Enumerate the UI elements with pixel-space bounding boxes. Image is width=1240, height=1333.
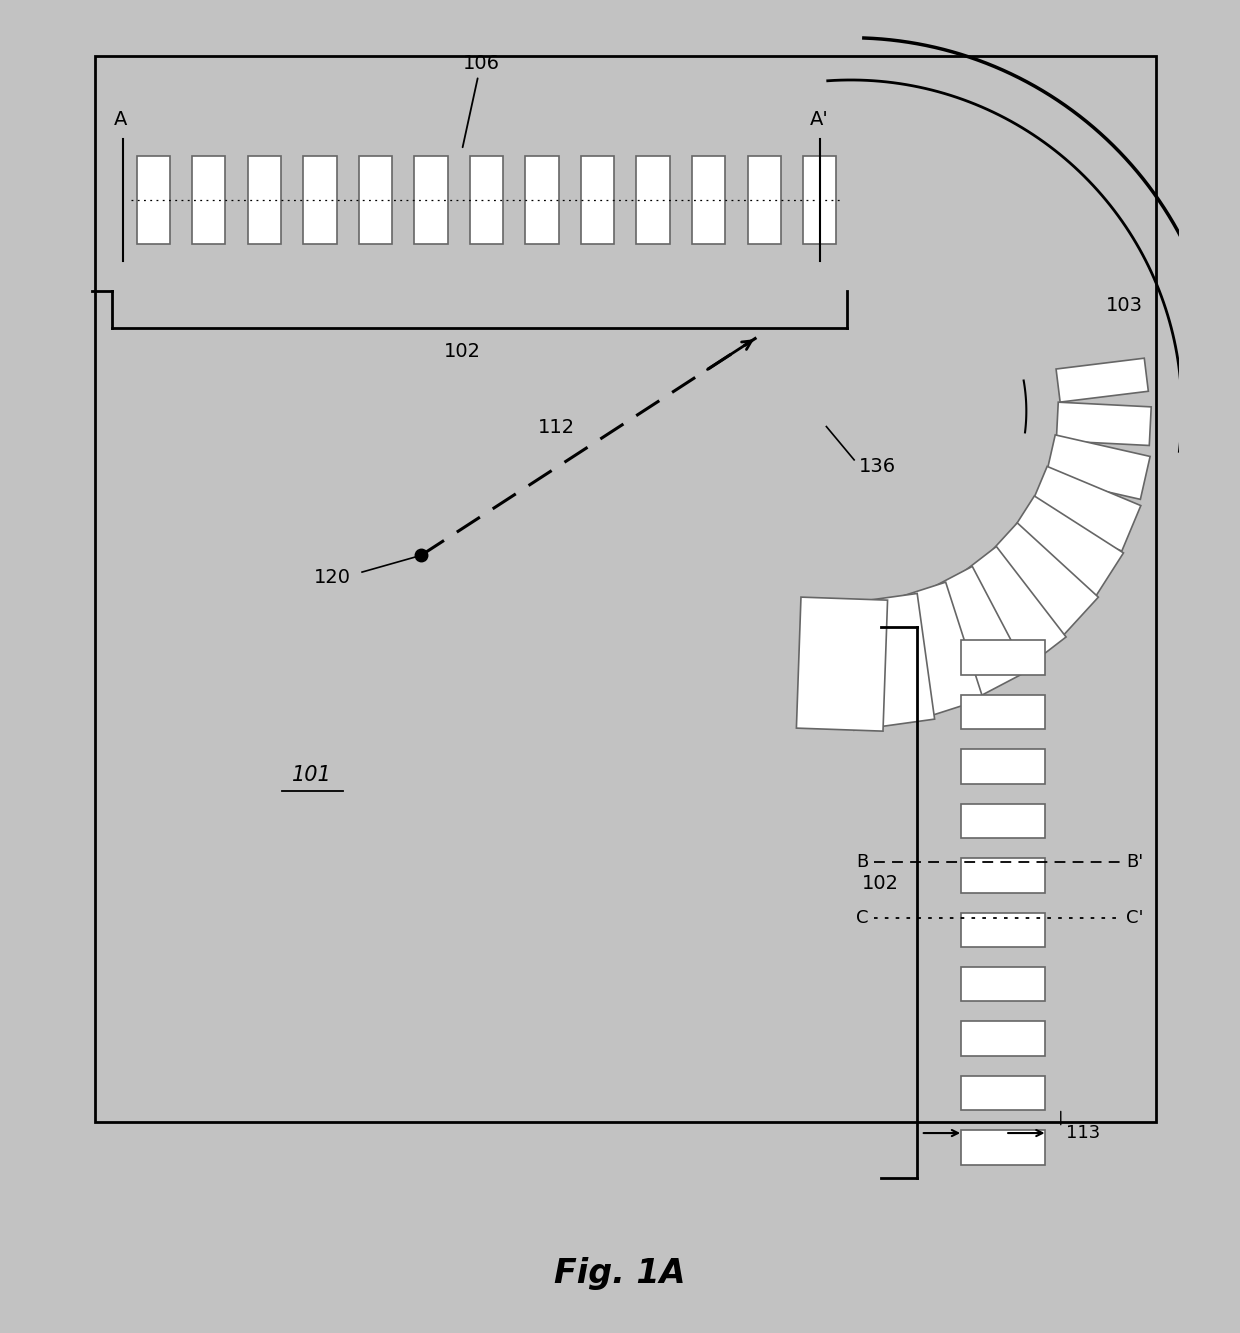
- Text: 113: 113: [1066, 1124, 1101, 1142]
- Polygon shape: [910, 567, 1028, 704]
- Polygon shape: [961, 858, 1045, 893]
- Polygon shape: [692, 156, 725, 244]
- Polygon shape: [1028, 467, 1141, 551]
- Polygon shape: [961, 640, 1045, 674]
- Polygon shape: [1004, 496, 1123, 599]
- Text: 120: 120: [314, 568, 351, 587]
- Polygon shape: [470, 156, 503, 244]
- Text: B: B: [857, 853, 868, 870]
- Polygon shape: [358, 156, 392, 244]
- Text: B': B': [1126, 853, 1143, 870]
- Polygon shape: [1056, 403, 1151, 445]
- Text: C': C': [1126, 909, 1143, 926]
- Polygon shape: [192, 156, 226, 244]
- Polygon shape: [796, 597, 888, 730]
- Polygon shape: [961, 1076, 1045, 1110]
- Polygon shape: [804, 156, 837, 244]
- Polygon shape: [748, 156, 781, 244]
- Polygon shape: [977, 523, 1099, 641]
- Text: 101: 101: [293, 765, 332, 785]
- Polygon shape: [248, 156, 281, 244]
- Polygon shape: [580, 156, 614, 244]
- Polygon shape: [961, 966, 1045, 1001]
- Text: 112: 112: [538, 419, 575, 437]
- Polygon shape: [945, 547, 1066, 677]
- Text: A: A: [114, 111, 128, 129]
- Polygon shape: [961, 804, 1045, 838]
- Polygon shape: [961, 694, 1045, 729]
- Polygon shape: [526, 156, 559, 244]
- Polygon shape: [961, 1021, 1045, 1056]
- Polygon shape: [961, 749, 1045, 784]
- Text: 102: 102: [444, 341, 481, 360]
- Text: 136: 136: [858, 457, 895, 476]
- Polygon shape: [303, 156, 336, 244]
- Text: 102: 102: [862, 873, 899, 893]
- Text: C: C: [856, 909, 868, 926]
- Polygon shape: [414, 156, 448, 244]
- Polygon shape: [136, 156, 170, 244]
- Polygon shape: [873, 583, 983, 722]
- Text: 106: 106: [463, 53, 500, 147]
- Text: A': A': [811, 111, 830, 129]
- Polygon shape: [837, 593, 935, 730]
- Text: 103: 103: [1106, 296, 1143, 315]
- Text: Fig. 1A: Fig. 1A: [554, 1257, 686, 1289]
- Polygon shape: [961, 1130, 1045, 1165]
- Polygon shape: [636, 156, 670, 244]
- Polygon shape: [1045, 435, 1151, 500]
- Polygon shape: [1056, 359, 1148, 403]
- Polygon shape: [961, 913, 1045, 946]
